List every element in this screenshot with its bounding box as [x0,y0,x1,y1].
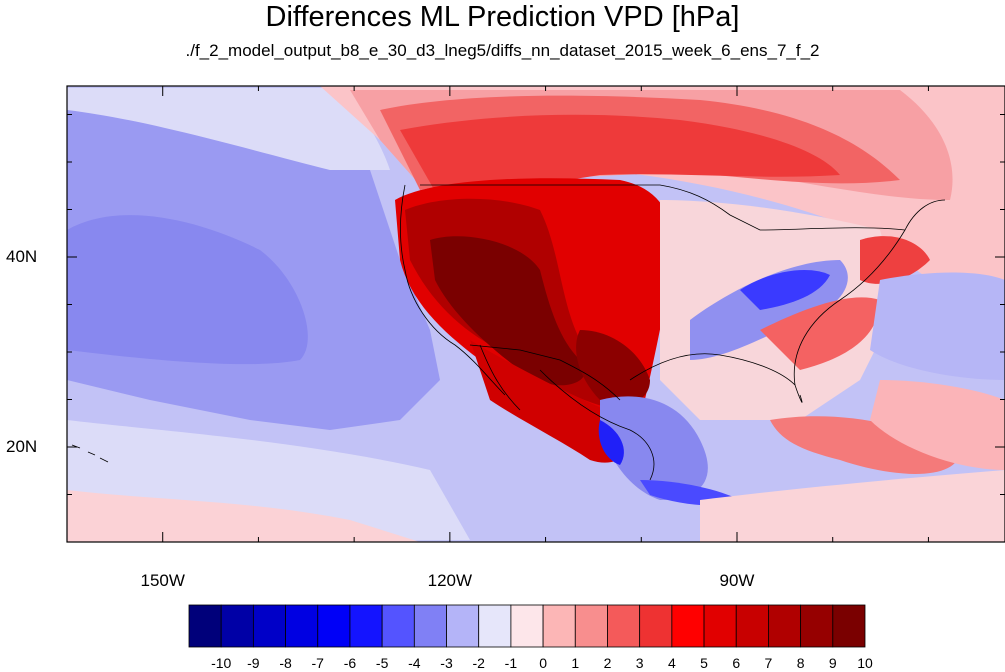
colorbar-swatch [607,604,641,648]
field-southeast-red [760,297,880,370]
field-north-light [67,88,390,170]
colorbar-swatch [574,604,608,648]
colorbar-label: -8 [279,655,292,671]
field-atlantic-pink [870,380,1005,470]
colorbar-label: 2 [603,655,612,671]
colorbar-label: -6 [343,655,357,671]
field-southwest-maroon [430,236,586,386]
colorbar-label: 6 [732,655,741,671]
colorbar-swatch [671,604,705,648]
colorbar-label: -5 [375,655,389,671]
coast-west [400,184,506,396]
colorbar-swatch [703,604,737,648]
field-east-us-deepblue [740,270,830,310]
field-northeast-red [860,236,930,284]
colorbar-swatch [349,604,383,648]
lon-tick-label: 90W [719,571,755,590]
coast-gulf [629,353,803,403]
coastlines [71,184,946,481]
colorbar-swatch [413,604,447,648]
colorbar-label: -10 [211,655,232,671]
colorbar-label: -2 [472,655,485,671]
colorbar [188,604,866,648]
lat-tick-label: 20N [6,437,38,456]
map-field [67,86,1005,542]
field-gulf-blue [600,396,708,500]
colorbar-swatch [478,604,512,648]
border-us-canada [420,184,906,231]
map-frame [66,85,1005,543]
coast-east [793,199,946,386]
field-pacific-pink-south [67,490,420,542]
coast-baja [479,344,521,411]
colorbar-swatch [188,604,222,648]
colorbar-label: 3 [635,655,644,671]
chart-title: Differences ML Prediction VPD [hPa] [265,1,740,33]
lat-tick-label: 40N [6,247,38,266]
field-texas-maroon [576,330,650,404]
field-carib-pink [700,470,1005,542]
field-atlantic-red [770,416,960,474]
field-atlantic-blue [870,272,1005,380]
colorbar-label: 4 [667,655,676,671]
colorbar-label: 8 [796,655,805,671]
lon-tick-label: 150W [140,571,185,590]
field-canada-bright [400,114,840,200]
colorbar-label: 0 [539,655,547,671]
colorbar-label: -7 [311,655,324,671]
colorbar-swatch [639,604,673,648]
colorbar-swatch [381,604,415,648]
colorbar-label: -9 [247,655,260,671]
colorbar-swatch [317,604,351,648]
colorbar-label: 7 [764,655,773,671]
colorbar-swatch [768,604,802,648]
colorbar-label: -3 [440,655,453,671]
border-us-mexico [469,344,621,401]
colorbar-swatch [285,604,319,648]
field-pacific-west-deep [67,215,308,365]
field-gulf-deepblue [598,420,624,465]
axis-ticks [67,86,1005,542]
colorbar-label: 10 [857,655,873,671]
lon-tick-label: 120W [427,571,473,590]
colorbar-swatch [446,604,480,648]
colorbar-swatch [800,604,834,648]
colorbar-label: 5 [700,655,708,671]
colorbar-label: -4 [408,655,421,671]
colorbar-swatch [735,604,769,648]
coast-mexico [539,369,655,481]
chart-subtitle: ./f_2_model_output_b8_e_30_d3_lneg5/diff… [185,41,820,60]
colorbar-swatch [542,604,576,648]
colorbar-label: 9 [828,655,837,671]
colorbar-label: -1 [504,655,518,671]
colorbar-swatch [832,604,866,648]
colorbar-label: 1 [571,655,580,671]
colorbar-swatch [252,604,286,648]
colorbar-swatch [220,604,254,648]
colorbar-swatch [510,604,544,648]
field-mexico-red [470,340,633,463]
